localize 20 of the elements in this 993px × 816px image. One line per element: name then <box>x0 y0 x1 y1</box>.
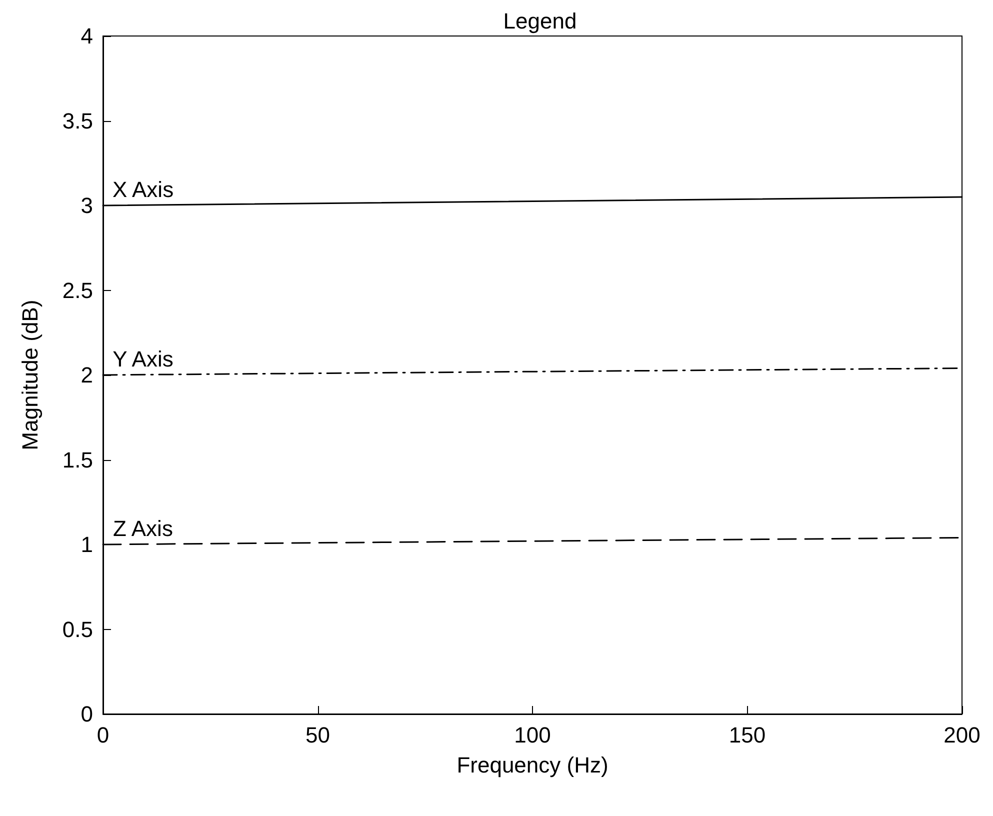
series-label: X Axis <box>112 177 174 202</box>
chart-title: Legend <box>503 8 577 34</box>
x-tick-label: 50 <box>306 722 330 748</box>
x-tick-label: 100 <box>514 722 551 748</box>
y-tick-label: 1 <box>80 532 93 557</box>
y-tick-label: 1.5 <box>62 447 93 472</box>
x-tick-label: 0 <box>96 722 110 748</box>
y-tick-label: 3 <box>80 193 93 218</box>
y-tick-label: 2.5 <box>62 278 93 303</box>
y-tick-label: 4 <box>80 24 93 48</box>
y-tick-label: 2 <box>80 362 93 388</box>
y-tick-label: 0 <box>80 702 93 726</box>
series-label: Y Axis <box>112 346 174 372</box>
x-tick-label: 200 <box>944 722 980 748</box>
y-axis-title: Magnitude (dB) <box>18 300 42 450</box>
x-tick-label: 150 <box>728 722 766 748</box>
x-axis-title: Frequency (Hz) <box>456 752 608 778</box>
series-label: Z Axis <box>113 516 173 541</box>
y-tick-label: 0.5 <box>62 616 93 642</box>
y-tick-label: 3.5 <box>62 108 93 134</box>
